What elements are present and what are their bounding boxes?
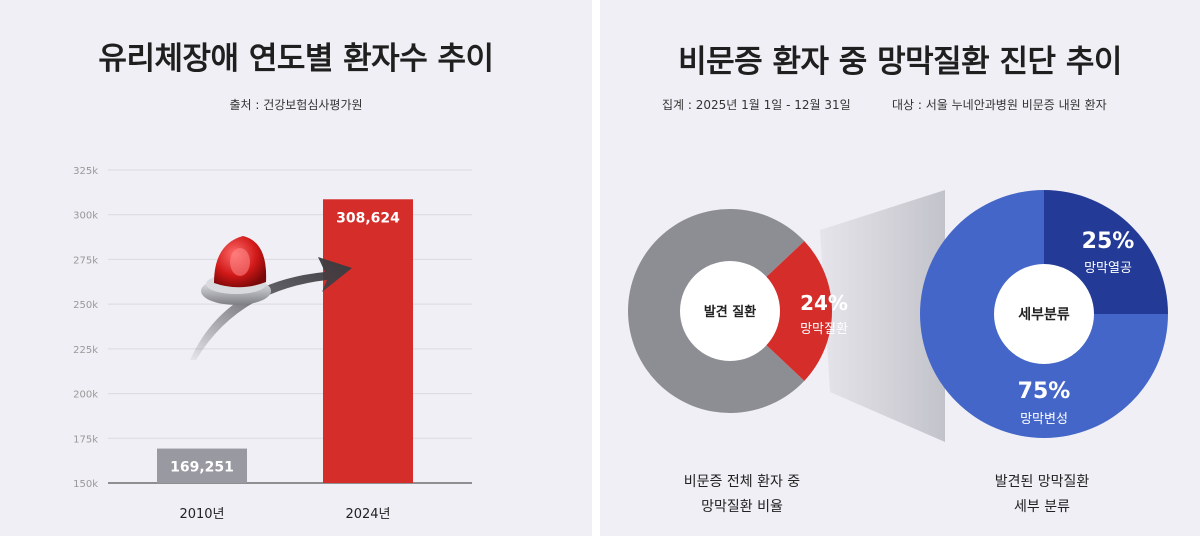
bar-value-label: 169,251 [170,460,234,476]
pie1-slice-retinal [730,241,832,381]
bar-1 [323,199,413,483]
x-category-label: 2010년 [179,507,224,522]
y-tick-label: 325k [73,166,98,177]
pie2-bottom-value: 75% [1018,379,1071,404]
left-source: 출처 : 건강보험심사평가원 [229,98,363,112]
caption1-line1: 비문증 전체 환자 중 [684,474,801,490]
left-chart-title: 유리체장애 연도별 환자수 추이 [98,41,494,77]
pie2-center-label: 세부분류 [1018,307,1070,323]
pie2-top-value: 25% [1082,229,1135,254]
y-tick-label: 225k [73,345,98,356]
grid-lines [108,169,472,484]
bar-0 [157,448,247,483]
bar-chart: 150k 175k 200k 225k 250k 275k 300k 325k 169,251… [73,166,472,522]
pie1-center-label: 발견 질환 [704,304,756,320]
period-text: 집계 : 2025년 1월 1일 - 12월 31일 [662,98,851,112]
y-tick-label: 300k [73,211,98,222]
trend-arrow-icon [190,257,352,360]
caption1-line2: 망막질환 비율 [701,499,783,515]
left-panel: 유리체장애 연도별 환자수 추이 출처 : 건강보험심사평가원 [0,0,592,536]
pie2-center-hole [994,264,1094,364]
caption2-line2: 세부 분류 [1014,499,1070,515]
y-tick-label: 200k [73,390,98,401]
y-tick-label: 250k [73,300,98,311]
target-text: 대상 : 서울 누네안과병원 비문증 내원 환자 [892,98,1107,112]
x-category-label: 2024년 [345,507,390,522]
y-tick-label: 175k [73,434,98,445]
pie1-slice-label: 망막질환 [800,322,848,337]
right-chart-title: 비문증 환자 중 망막질환 진단 추이 [678,44,1122,80]
right-panel: 비문증 환자 중 망막질환 진단 추이 집계 : 2025년 1월 1일 - 1… [600,0,1200,536]
bar-value-label: 308,624 [336,210,400,226]
pie2-top-label: 망막열공 [1084,261,1132,276]
y-tick-label: 150k [73,479,98,490]
pie1-slice-value: 24% [800,291,848,315]
pie-charts: 발견 질환 24% 망막질환 세부분류 25% 망막열공 75% 망막변성 비문… [628,190,1168,515]
bars: 169,251 2010년 308,624 2024년 [157,199,413,522]
pie2-bottom-label: 망막변성 [1020,412,1068,427]
pie1-center-hole [680,261,780,361]
siren-icon [201,236,271,305]
y-tick-label: 275k [73,255,98,266]
caption2-line1: 발견된 망막질환 [995,474,1090,490]
y-axis-ticks: 150k 175k 200k 225k 250k 275k 300k 325k [73,166,98,490]
pie-connector [820,190,945,442]
